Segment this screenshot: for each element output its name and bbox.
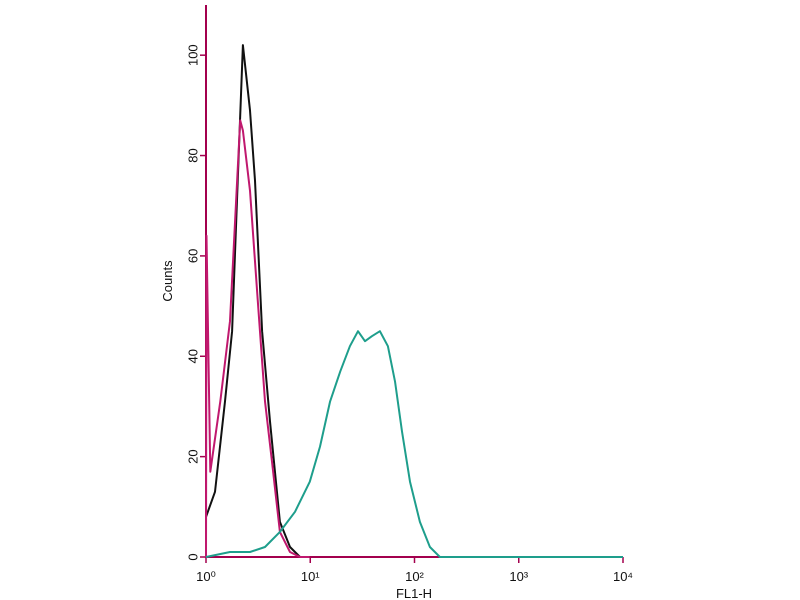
y-tick-label: 40 <box>185 349 200 363</box>
y-tick-label: 60 <box>185 249 200 263</box>
x-tick-label: 10⁰ <box>196 569 216 584</box>
histogram-line <box>205 44 310 558</box>
y-tick-label: 0 <box>185 553 200 560</box>
x-axis-label: FL1-H <box>396 586 432 600</box>
histogram-line <box>205 330 623 558</box>
y-axis-label: Counts <box>160 260 175 302</box>
x-tick-label: 10² <box>405 569 424 584</box>
x-tick-label: 10³ <box>509 569 528 584</box>
histogram-line <box>205 119 310 558</box>
y-tick-label: 20 <box>185 449 200 463</box>
y-tick-label: 100 <box>185 44 200 66</box>
y-tick-label: 80 <box>185 148 200 162</box>
x-tick-label: 10¹ <box>301 569 320 584</box>
x-tick-label: 10⁴ <box>613 569 633 584</box>
